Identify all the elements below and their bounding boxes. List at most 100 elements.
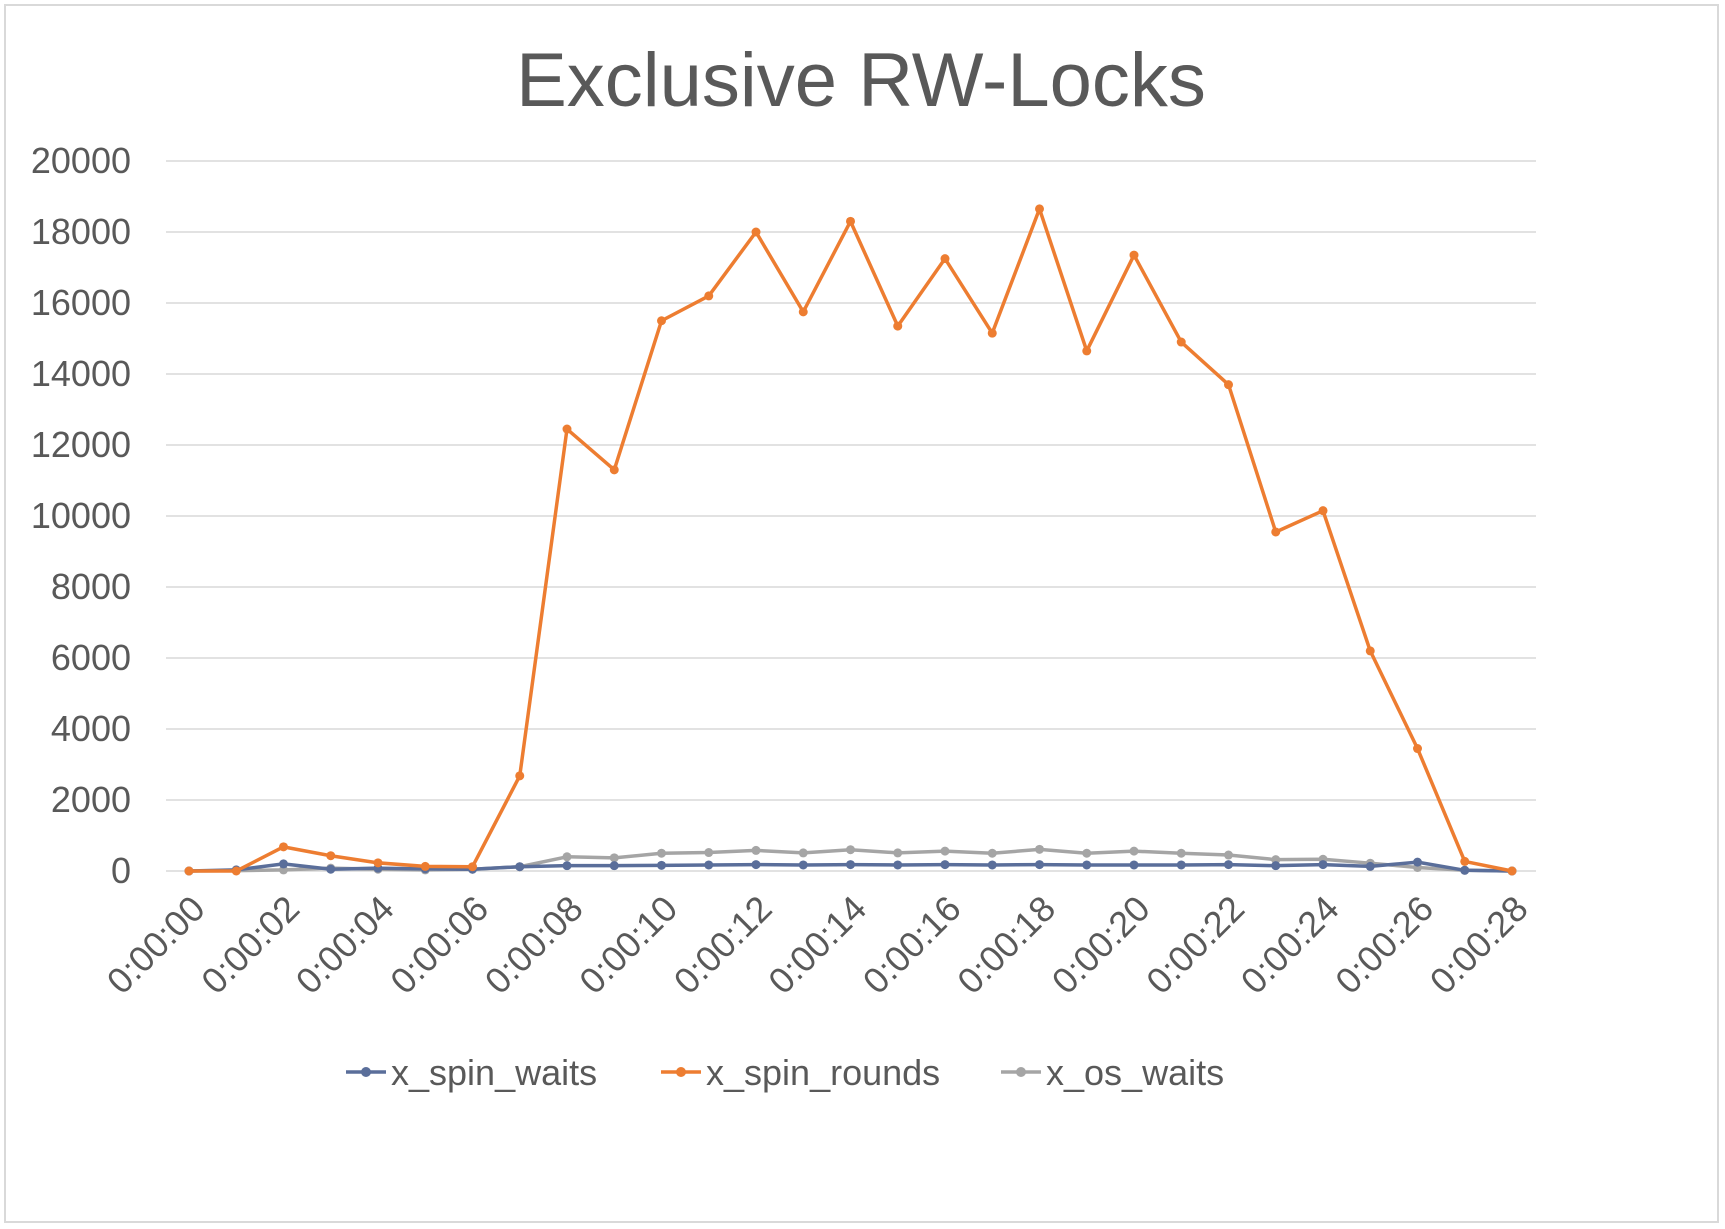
data-point <box>1224 860 1233 870</box>
chart-frame: Exclusive RW-Locks 0 2000 4000 6000 8000 1000… <box>4 4 1719 1223</box>
x-tick-label: 0:00:22 <box>1138 888 1252 1002</box>
data-point <box>1507 866 1517 876</box>
y-tick-label: 20000 <box>31 140 131 181</box>
data-point <box>704 860 714 870</box>
y-tick-label: 8000 <box>51 566 131 607</box>
data-point <box>751 227 761 237</box>
x-tick-label: 0:00:00 <box>99 888 213 1002</box>
y-axis-ticks: 0 2000 4000 6000 8000 10000 12000 14000 16000 180… <box>31 140 131 891</box>
data-point <box>846 845 855 855</box>
data-point <box>1318 860 1328 870</box>
data-point <box>940 860 950 870</box>
data-point <box>515 862 525 872</box>
gridlines <box>166 160 1536 872</box>
y-tick-label: 18000 <box>31 211 131 252</box>
data-point <box>987 860 997 870</box>
data-point <box>846 216 855 226</box>
data-point <box>1035 204 1044 214</box>
series-lines <box>184 204 1517 876</box>
legend-item-x_os_waits: x_os_waits <box>1001 1052 1224 1093</box>
y-tick-label: 10000 <box>31 495 131 536</box>
data-point <box>798 860 808 870</box>
data-point <box>1365 646 1375 656</box>
y-tick-label: 6000 <box>51 637 131 678</box>
legend-item-x_spin_waits: x_spin_waits <box>346 1052 597 1093</box>
x-tick-label: 0:00:28 <box>1422 888 1536 1002</box>
data-point <box>373 858 383 868</box>
data-point <box>798 848 808 858</box>
data-point <box>657 848 666 858</box>
data-point <box>987 328 997 338</box>
data-point <box>1318 506 1328 516</box>
data-point <box>609 861 619 871</box>
series-x_spin_rounds <box>184 204 1517 876</box>
data-point <box>846 860 855 870</box>
data-point <box>468 862 477 872</box>
y-tick-label: 12000 <box>31 424 131 465</box>
data-point <box>657 860 666 870</box>
data-point <box>562 424 572 434</box>
data-point <box>1082 346 1092 356</box>
data-point <box>1129 250 1139 260</box>
legend-point-marker <box>1016 1067 1026 1077</box>
legend-label: x_spin_rounds <box>706 1052 940 1093</box>
data-point <box>562 852 572 862</box>
line-chart: Exclusive RW-Locks 0 2000 4000 6000 8000 1000… <box>31 38 1536 1093</box>
data-point <box>1176 337 1186 347</box>
data-point <box>1082 860 1092 870</box>
data-point <box>279 859 288 869</box>
x-tick-label: 0:00:06 <box>382 888 496 1002</box>
y-tick-label: 0 <box>111 850 131 891</box>
data-point <box>1413 744 1422 754</box>
data-point <box>940 254 950 264</box>
y-tick-label: 4000 <box>51 708 131 749</box>
data-point <box>279 842 288 852</box>
data-point <box>1129 860 1139 870</box>
data-point <box>326 864 336 874</box>
data-point <box>1460 856 1470 866</box>
data-point <box>1129 846 1139 856</box>
data-point <box>1224 850 1233 860</box>
data-point <box>751 860 761 870</box>
y-tick-label: 2000 <box>51 779 131 820</box>
data-point <box>562 861 572 871</box>
data-point <box>893 321 903 331</box>
legend-point-marker <box>361 1067 371 1077</box>
x-tick-label: 0:00:24 <box>1233 888 1347 1002</box>
data-point <box>1224 380 1233 390</box>
data-point <box>1176 860 1186 870</box>
data-point <box>184 866 194 876</box>
legend-point-marker <box>676 1067 686 1077</box>
legend-label: x_os_waits <box>1046 1052 1224 1093</box>
data-point <box>326 851 336 861</box>
data-point <box>1271 527 1281 537</box>
data-point <box>893 848 903 858</box>
x-tick-label: 0:00:02 <box>193 888 307 1002</box>
x-tick-label: 0:00:26 <box>1327 888 1441 1002</box>
x-tick-label: 0:00:14 <box>760 888 874 1002</box>
data-point <box>420 861 430 871</box>
x-tick-label: 0:00:18 <box>949 888 1063 1002</box>
data-point <box>893 860 903 870</box>
y-tick-label: 16000 <box>31 282 131 323</box>
data-point <box>1035 860 1044 870</box>
x-tick-label: 0:00:08 <box>477 888 591 1002</box>
data-point <box>704 848 714 858</box>
data-point <box>751 845 761 855</box>
data-point <box>987 848 997 858</box>
series-line <box>189 207 1513 873</box>
chart-title: Exclusive RW-Locks <box>516 38 1206 123</box>
y-tick-label: 14000 <box>31 353 131 394</box>
data-point <box>515 771 525 781</box>
x-tick-label: 0:00:16 <box>855 888 969 1002</box>
legend-item-x_spin_rounds: x_spin_rounds <box>661 1052 940 1093</box>
x-tick-label: 0:00:04 <box>288 888 402 1002</box>
data-point <box>1460 865 1470 875</box>
data-point <box>231 866 241 876</box>
data-point <box>798 307 808 317</box>
data-point <box>704 291 714 301</box>
x-tick-label: 0:00:20 <box>1044 888 1158 1002</box>
data-point <box>1413 857 1422 867</box>
legend-label: x_spin_waits <box>391 1052 597 1093</box>
data-point <box>609 465 619 475</box>
